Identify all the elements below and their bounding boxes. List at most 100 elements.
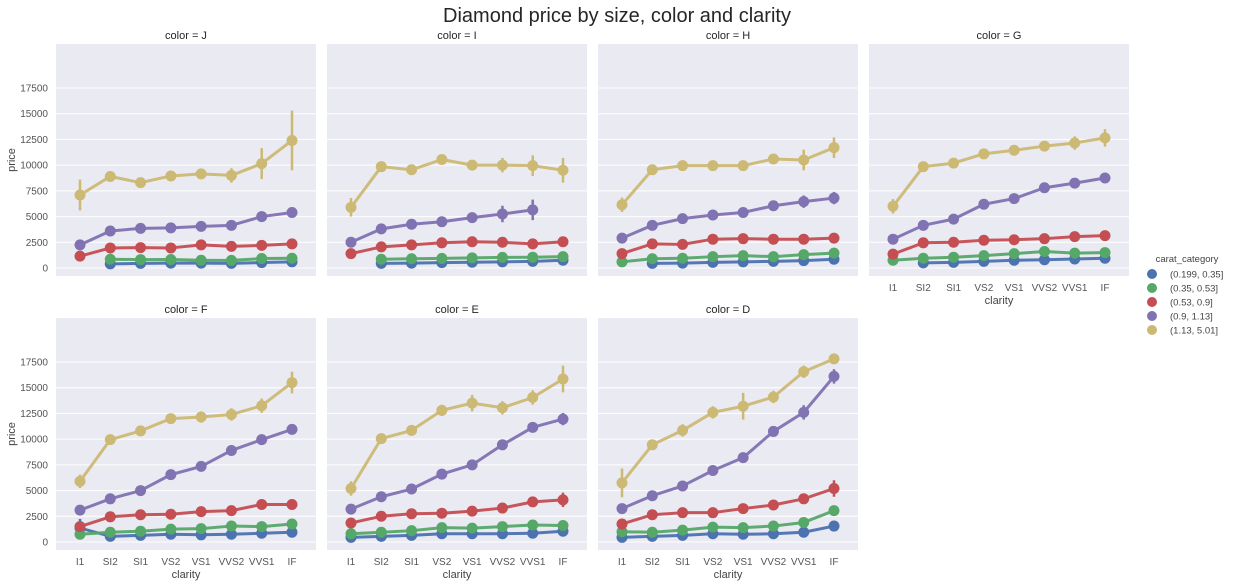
data-point [1099,230,1111,242]
facet-panel: color = I [327,30,587,276]
data-point [406,218,418,230]
data-point [646,509,658,521]
facet-title: color = J [165,30,207,42]
legend-marker [1147,297,1157,307]
data-point [557,164,569,176]
x-tick-label: IF [1101,283,1110,294]
data-point [948,251,960,263]
data-point [828,247,840,259]
data-point [286,526,298,538]
data-point [737,452,749,464]
y-tick-label: 7500 [26,186,49,197]
data-point [195,411,207,423]
data-point [557,413,569,425]
series-group [887,172,1111,245]
data-point [1038,254,1050,266]
data-point [767,233,779,245]
data-point [165,242,177,254]
data-point [948,236,960,248]
data-point [948,157,960,169]
data-point [1038,246,1050,258]
data-point [707,507,719,519]
x-tick-label: VVS2 [490,557,516,568]
data-point [165,508,177,520]
x-axis-label: clarity [714,569,743,581]
data-point [677,213,689,225]
data-point [677,238,689,250]
data-point [646,253,658,265]
series-group [887,230,1111,260]
data-point [225,254,237,266]
data-point [828,370,840,382]
y-tick-label: 2500 [26,512,49,523]
data-point [616,477,628,489]
series-group [74,423,298,516]
data-point [345,201,357,213]
data-point [286,423,298,435]
data-point [225,408,237,420]
data-point [798,493,810,505]
data-point [646,490,658,502]
data-point [165,170,177,182]
data-point [225,219,237,231]
data-point [496,521,508,533]
data-point [165,413,177,425]
data-point [74,504,86,516]
series-group [345,365,569,496]
y-tick-label: 7500 [26,460,49,471]
data-point [436,404,448,416]
data-point [767,528,779,540]
data-point [436,153,448,165]
data-point [707,209,719,221]
data-point [286,518,298,530]
data-point [496,251,508,263]
data-point [798,406,810,418]
data-point [767,520,779,532]
legend-marker [1147,269,1157,279]
legend-label: (1.13, 5.01] [1170,326,1218,337]
data-point [74,250,86,262]
x-axis-label: clarity [172,569,201,581]
data-point [828,353,840,365]
data-point [135,177,147,189]
data-point [256,158,268,170]
data-point [406,253,418,265]
data-point [195,168,207,180]
data-point [286,134,298,146]
data-point [286,238,298,250]
x-tick-label: SI1 [946,283,961,294]
panel-background [56,44,316,276]
data-point [104,511,116,523]
data-point [375,223,387,235]
data-point [466,522,478,534]
legend-label: (0.9, 1.13] [1170,312,1213,323]
data-point [646,526,658,538]
data-point [527,204,539,216]
data-point [375,526,387,538]
data-point [256,498,268,510]
data-point [828,232,840,244]
facet-title: color = D [706,304,750,316]
data-point [828,142,840,154]
data-point [1008,144,1020,156]
series-group [345,199,539,248]
data-point [135,254,147,266]
data-point [286,377,298,389]
facet-title: color = H [706,30,750,42]
y-tick-label: 17500 [20,358,48,369]
data-point [256,253,268,265]
data-point [466,159,478,171]
series-group [345,236,569,260]
data-point [375,241,387,253]
data-point [948,213,960,225]
data-point [978,234,990,246]
data-point [798,249,810,261]
x-tick-label: SI1 [133,557,148,568]
data-point [616,232,628,244]
data-point [496,159,508,171]
x-tick-label: VS2 [703,557,722,568]
series-group [345,492,569,529]
data-point [375,253,387,265]
data-point [345,236,357,248]
data-point [887,200,899,212]
